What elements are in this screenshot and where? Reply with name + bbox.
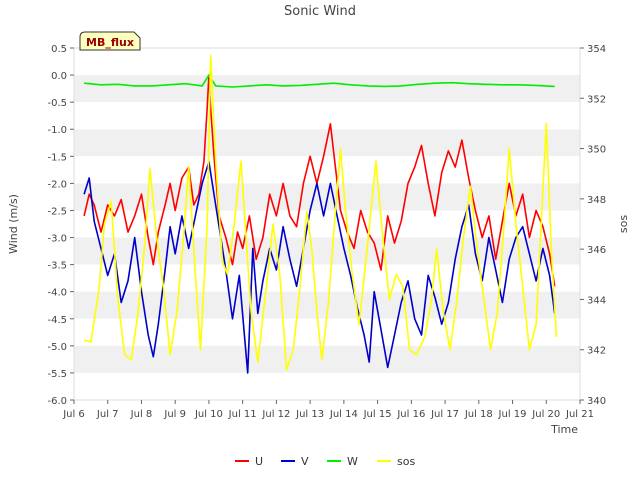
x-tick-label: Jul 9 bbox=[163, 409, 186, 420]
y-left-tick-label: -6.0 bbox=[47, 396, 67, 407]
legend-label-sos: sos bbox=[397, 455, 415, 468]
grid-band bbox=[74, 372, 580, 400]
grid-band bbox=[74, 345, 580, 373]
x-tick-label: Jul 21 bbox=[565, 409, 594, 420]
x-tick-label: Jul 17 bbox=[430, 409, 459, 420]
x-tick-label: Jul 11 bbox=[228, 409, 257, 420]
y-left-tick-label: -1.0 bbox=[47, 125, 67, 136]
series-layer bbox=[83, 54, 558, 374]
legend-label-v: V bbox=[301, 455, 309, 468]
series-line-v bbox=[83, 160, 556, 374]
grid-band bbox=[74, 237, 580, 265]
plot-frame bbox=[73, 47, 581, 401]
x-tick-label: Jul 7 bbox=[96, 409, 119, 420]
y-right-tick-label: 344 bbox=[587, 295, 606, 306]
y-left-tick-label: 0.5 bbox=[51, 44, 67, 55]
x-tick-label: Jul 13 bbox=[295, 409, 324, 420]
y-left-tick-label: -5.0 bbox=[47, 342, 67, 353]
y-left-tick-label: -0.5 bbox=[47, 98, 67, 109]
y-left-tick-label: -3.5 bbox=[47, 261, 67, 272]
series-line-w bbox=[84, 74, 555, 88]
y-right-axis: 354 352 350 348 346 344 342 340 bbox=[580, 44, 606, 407]
x-axis: Jul 6 Jul 7 Jul 8 Jul 9 Jul 10 Jul 11 Jul 12 Ju… bbox=[62, 400, 594, 420]
annotation-label: MB_flux bbox=[86, 36, 134, 49]
y-right-tick-label: 346 bbox=[587, 245, 606, 256]
x-tick-label: Jul 14 bbox=[329, 409, 358, 420]
grid-band bbox=[74, 48, 580, 76]
y-left-tick-label: -1.5 bbox=[47, 152, 67, 163]
y-left-tick-label: -2.5 bbox=[47, 206, 67, 217]
y-right-tick-label: 340 bbox=[587, 396, 606, 407]
grid-bands bbox=[74, 48, 580, 400]
y-left-tick-label: -4.0 bbox=[47, 288, 67, 299]
x-tick-label: Jul 18 bbox=[464, 409, 493, 420]
y-left-tick-label: -3.0 bbox=[47, 234, 67, 245]
chart-title: Sonic Wind bbox=[284, 4, 356, 19]
x-tick-label: Jul 6 bbox=[62, 409, 85, 420]
x-tick-label: Jul 10 bbox=[194, 409, 223, 420]
y-left-axis: 0.5 0.0 -0.5 -1.0 -1.5 -2.0 -2.5 -3.0 -3.5 -4.0 -4… bbox=[47, 44, 74, 407]
y-right-label: sos bbox=[617, 215, 630, 233]
x-tick-label: Jul 16 bbox=[396, 409, 425, 420]
series-line-sos bbox=[83, 54, 558, 371]
grid-band bbox=[74, 156, 580, 184]
x-tick-label: Jul 19 bbox=[498, 409, 527, 420]
y-right-tick-label: 348 bbox=[587, 195, 606, 206]
y-left-tick-label: -2.0 bbox=[47, 179, 67, 190]
y-right-tick-label: 342 bbox=[587, 346, 606, 357]
x-tick-label: Jul 12 bbox=[261, 409, 290, 420]
y-left-label: Wind (m/s) bbox=[7, 194, 20, 254]
y-left-tick-label: 0.0 bbox=[51, 71, 67, 82]
annotation-box: MB_flux bbox=[79, 31, 141, 51]
x-tick-label: Jul 20 bbox=[531, 409, 560, 420]
grid-band bbox=[74, 75, 580, 103]
y-left-tick-label: -5.5 bbox=[47, 369, 67, 380]
legend-label-w: W bbox=[347, 455, 358, 468]
legend-label-u: U bbox=[255, 455, 263, 468]
x-axis-label: Time bbox=[550, 423, 578, 436]
y-right-tick-label: 354 bbox=[587, 44, 606, 55]
x-tick-label: Jul 8 bbox=[130, 409, 153, 420]
y-right-tick-label: 352 bbox=[587, 94, 606, 105]
y-right-tick-label: 350 bbox=[587, 145, 606, 156]
grid-band bbox=[74, 102, 580, 130]
y-left-tick-label: -4.5 bbox=[47, 315, 67, 326]
x-tick-label: Jul 15 bbox=[363, 409, 392, 420]
